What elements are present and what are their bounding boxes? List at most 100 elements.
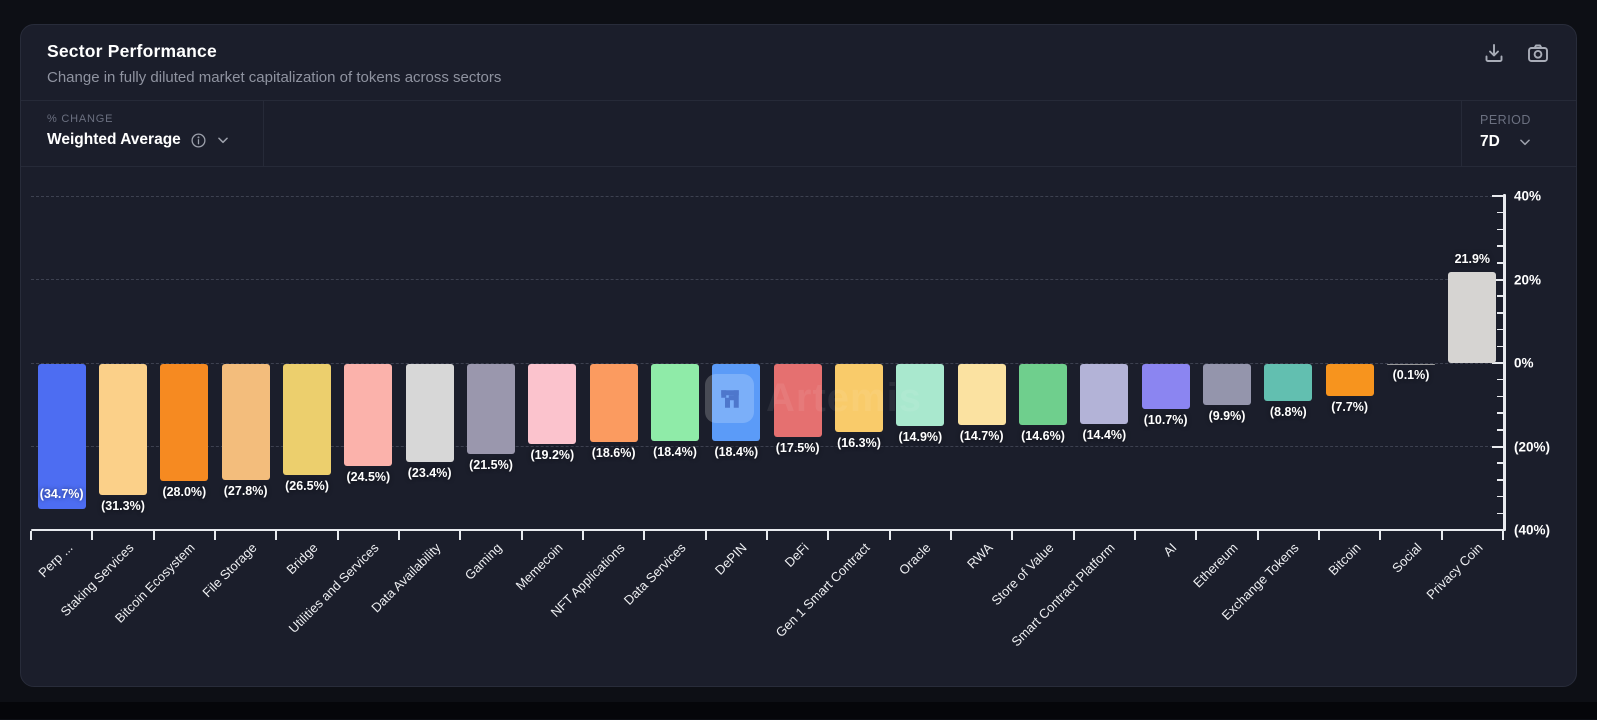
category-label: Bridge (283, 540, 321, 578)
bar-rwa[interactable] (957, 364, 1006, 426)
category-label: Data Services (620, 540, 689, 608)
bar-value-label: (27.8%) (223, 484, 268, 499)
metric-dropdown[interactable]: Weighted Average (47, 131, 263, 149)
x-tick (582, 530, 584, 540)
category-label: AI (1159, 540, 1180, 560)
info-icon[interactable] (190, 132, 207, 149)
bar-bridge[interactable] (283, 364, 331, 475)
bar-staking-services[interactable] (99, 364, 147, 495)
page-subtitle: Change in fully diluted market capitaliz… (47, 69, 502, 86)
y-minor-tick (1497, 429, 1503, 431)
category-label: Utilities and Services (286, 540, 382, 636)
y-major-tick (1492, 195, 1503, 197)
category-label: Privacy Coin (1423, 540, 1486, 603)
x-tick (1256, 530, 1259, 540)
bar-value-label: (14.9%) (898, 430, 943, 445)
x-tick (1134, 530, 1136, 540)
y-tick-label: 0% (1514, 355, 1534, 371)
bar-value-label: (31.3%) (101, 498, 145, 513)
category-label: Staking Services (57, 540, 137, 620)
bar-gen-1-smart-contract[interactable] (835, 364, 883, 433)
sector-performance-card: Sector Performance Change in fully dilut… (20, 24, 1577, 687)
bar-memecoin[interactable] (528, 364, 577, 445)
gridline (31, 195, 1503, 197)
y-minor-tick (1497, 211, 1503, 214)
y-minor-tick (1497, 345, 1503, 348)
bar-social[interactable] (1387, 364, 1435, 365)
period-selector-cell: PERIOD 7D (1461, 101, 1576, 166)
x-tick (336, 530, 339, 540)
bar-perp[interactable] (37, 364, 86, 509)
period-dropdown[interactable]: 7D (1480, 133, 1576, 151)
bar-store-of-value[interactable] (1019, 364, 1067, 425)
bar-smart-contract-platform[interactable] (1080, 364, 1129, 425)
camera-icon[interactable] (1526, 41, 1550, 65)
bar-value-label: (19.2%) (530, 448, 575, 463)
bar-utilities-and-services[interactable] (344, 364, 393, 467)
bar-value-label: (18.4%) (653, 444, 697, 459)
bar-nft-applications[interactable] (589, 364, 638, 442)
y-minor-tick (1497, 245, 1503, 247)
bar-bitcoin-ecosystem[interactable] (160, 364, 209, 481)
page-title: Sector Performance (47, 41, 217, 61)
category-label: Store of Value (988, 540, 1057, 609)
category-label: Social (1388, 540, 1425, 576)
bar-value-label: (0.1%) (1392, 368, 1430, 383)
page-bottom-strip (0, 702, 1597, 719)
x-tick (888, 530, 891, 540)
x-tick (1011, 530, 1014, 540)
y-minor-tick (1497, 228, 1503, 231)
category-label: Perp ... (35, 540, 76, 581)
bar-privacy-coin[interactable] (1448, 271, 1497, 363)
bar-value-label: (24.5%) (346, 470, 391, 485)
x-tick (1072, 530, 1075, 540)
y-minor-tick (1497, 462, 1503, 464)
download-icon[interactable] (1482, 41, 1506, 65)
y-minor-tick (1497, 395, 1503, 398)
category-label: Ethereum (1190, 540, 1241, 591)
category-label: Memecoin (512, 540, 566, 594)
period-value: 7D (1480, 133, 1500, 150)
y-major-tick (1492, 445, 1503, 448)
y-tick-label: (40%) (1514, 522, 1551, 538)
x-tick (766, 530, 768, 540)
bar-value-label: (7.7%) (1331, 400, 1369, 415)
category-label: DePIN (712, 540, 750, 578)
x-tick (950, 530, 952, 540)
y-tick-label: 40% (1514, 188, 1542, 204)
bar-value-label: 21.9% (1454, 251, 1491, 266)
y-minor-tick (1497, 262, 1503, 264)
bar-defi[interactable] (773, 364, 822, 438)
bar-value-label: (14.6%) (1021, 428, 1065, 443)
bar-ai[interactable] (1141, 364, 1190, 409)
x-tick (214, 530, 216, 540)
bar-ethereum[interactable] (1203, 364, 1251, 406)
y-minor-tick (1497, 412, 1503, 414)
y-minor-tick (1497, 479, 1503, 481)
y-tick-label: (20%) (1514, 439, 1551, 454)
bar-oracle[interactable] (896, 364, 945, 427)
x-tick (1502, 530, 1504, 540)
bar-exchange-tokens[interactable] (1264, 364, 1313, 401)
y-minor-tick (1497, 312, 1503, 314)
y-major-tick (1492, 529, 1503, 531)
metric-label: % CHANGE (47, 113, 114, 125)
bar-value-label: (9.9%) (1208, 409, 1246, 424)
category-label: RWA (963, 540, 996, 572)
category-label: Bitcoin (1325, 540, 1364, 579)
bar-gaming[interactable] (467, 364, 515, 454)
y-minor-tick (1497, 328, 1503, 331)
bar-file-storage[interactable] (221, 364, 270, 481)
bar-value-label: (18.4%) (714, 444, 759, 459)
chevron-down-icon (216, 133, 230, 147)
bar-data-availability[interactable] (405, 364, 454, 462)
x-tick (398, 530, 400, 540)
category-label: DeFi (781, 540, 812, 571)
x-tick (459, 530, 462, 540)
x-tick (1195, 530, 1198, 540)
bar-bitcoin[interactable] (1325, 364, 1374, 397)
bar-data-services[interactable] (651, 364, 699, 441)
control-row: % CHANGE Weighted Average PERIOD 7D (21, 101, 1576, 167)
x-tick (1318, 530, 1320, 540)
category-label: Exchange Tokens (1218, 540, 1302, 624)
